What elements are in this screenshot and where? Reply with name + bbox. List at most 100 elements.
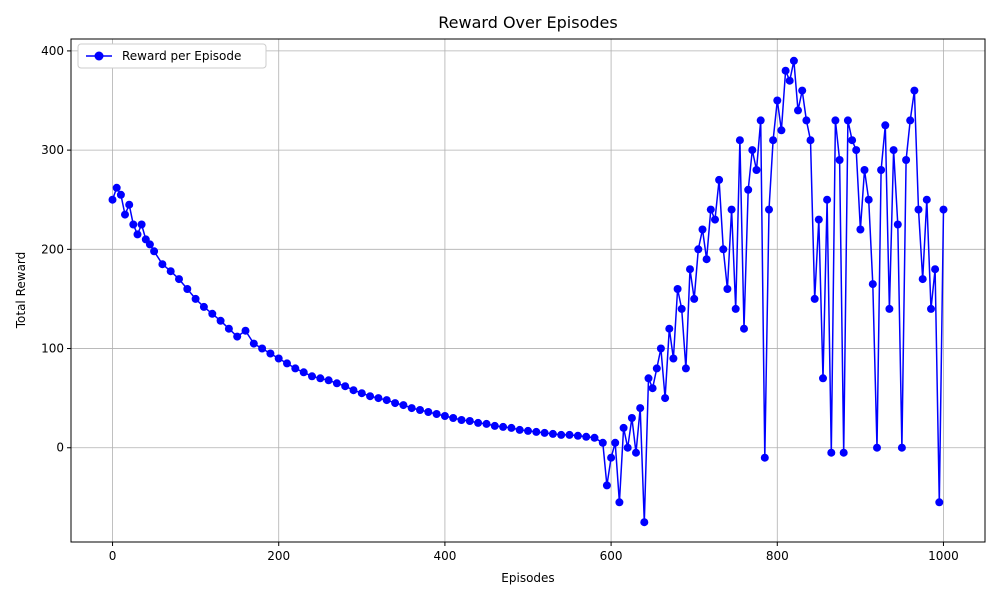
data-point [299,368,308,377]
x-axis-label: Episodes [501,571,554,585]
data-point [382,396,391,405]
data-point [918,275,927,284]
data-point [902,156,911,164]
chart-title: Reward Over Episodes [438,13,617,32]
data-point [661,394,670,403]
data-point [449,414,458,422]
data-point [627,414,636,422]
plot-frame [70,38,986,543]
data-point [582,432,591,441]
y-tick-label: 0 [56,441,64,455]
data-point [798,86,807,95]
data-point [823,195,832,204]
data-point [827,448,836,457]
x-tick-label: 800 [766,549,789,563]
data-point [125,200,134,209]
data-point [158,260,167,269]
data-point [839,448,848,457]
data-point [507,423,516,432]
data-point [166,267,175,276]
x-tick-label: 200 [267,549,290,563]
data-point [607,453,616,462]
data-point [602,481,611,490]
data-point [852,146,861,155]
data-point [499,422,508,431]
data-point [283,359,291,368]
data-point [648,384,657,393]
data-point [893,220,902,229]
grid [71,39,985,542]
data-point [636,404,645,413]
legend-box [77,43,267,69]
data-point [789,56,798,65]
data-point [914,205,923,214]
data-point [565,430,574,439]
data-point [145,240,154,249]
data-point [366,392,375,401]
data-point [727,205,736,214]
data-point [877,166,886,174]
data-point [794,106,802,115]
data-point [711,215,719,224]
data-point [515,425,524,434]
data-point [656,344,665,353]
data-point [424,408,433,416]
data-point [632,448,640,457]
data-point [785,76,794,85]
y-tick-label: 200 [41,242,64,256]
data-point [150,247,159,256]
data-point [133,230,142,239]
data-point [756,116,765,125]
data-point [690,294,699,303]
data-point [843,116,852,125]
data-point [802,116,811,125]
data-point [752,166,761,174]
data-point [266,349,275,358]
data-point [374,394,383,403]
data-point [665,324,674,333]
data-point [868,280,877,289]
y-tick-label: 100 [41,342,64,356]
data-point [524,426,532,435]
data-point [681,364,690,373]
data-point [810,294,819,303]
series-reward-per-episode [108,56,948,527]
data-point [702,255,711,264]
data-point [860,166,869,174]
data-point [357,389,366,398]
data-point [885,304,894,313]
data-point [407,404,416,413]
data-point [856,225,865,234]
data-point [274,354,283,363]
y-tick-label: 300 [41,143,64,157]
data-point [291,364,300,373]
data-point [740,324,748,333]
data-point [590,433,599,442]
data-point [744,185,753,194]
x-tick-label: 400 [433,549,456,563]
data-point [781,66,790,75]
data-point [819,374,827,383]
data-point [731,304,740,313]
data-point [258,344,267,353]
legend-label: Reward per Episode [122,49,241,63]
data-point [432,410,441,418]
data-point [121,210,129,219]
data-point [814,215,823,224]
data-point [349,386,358,395]
data-point [316,374,325,383]
legend-marker [94,51,104,61]
data-point [183,285,192,293]
data-point [735,136,744,145]
data-point [873,443,881,452]
data-point [457,416,466,424]
data-point [332,379,341,388]
data-point [540,428,549,437]
data-point [719,245,728,254]
data-point [931,265,940,274]
data-point [910,86,919,95]
data-point [557,430,566,439]
data-point [769,136,778,145]
data-point [573,431,582,440]
data-point [416,406,424,414]
